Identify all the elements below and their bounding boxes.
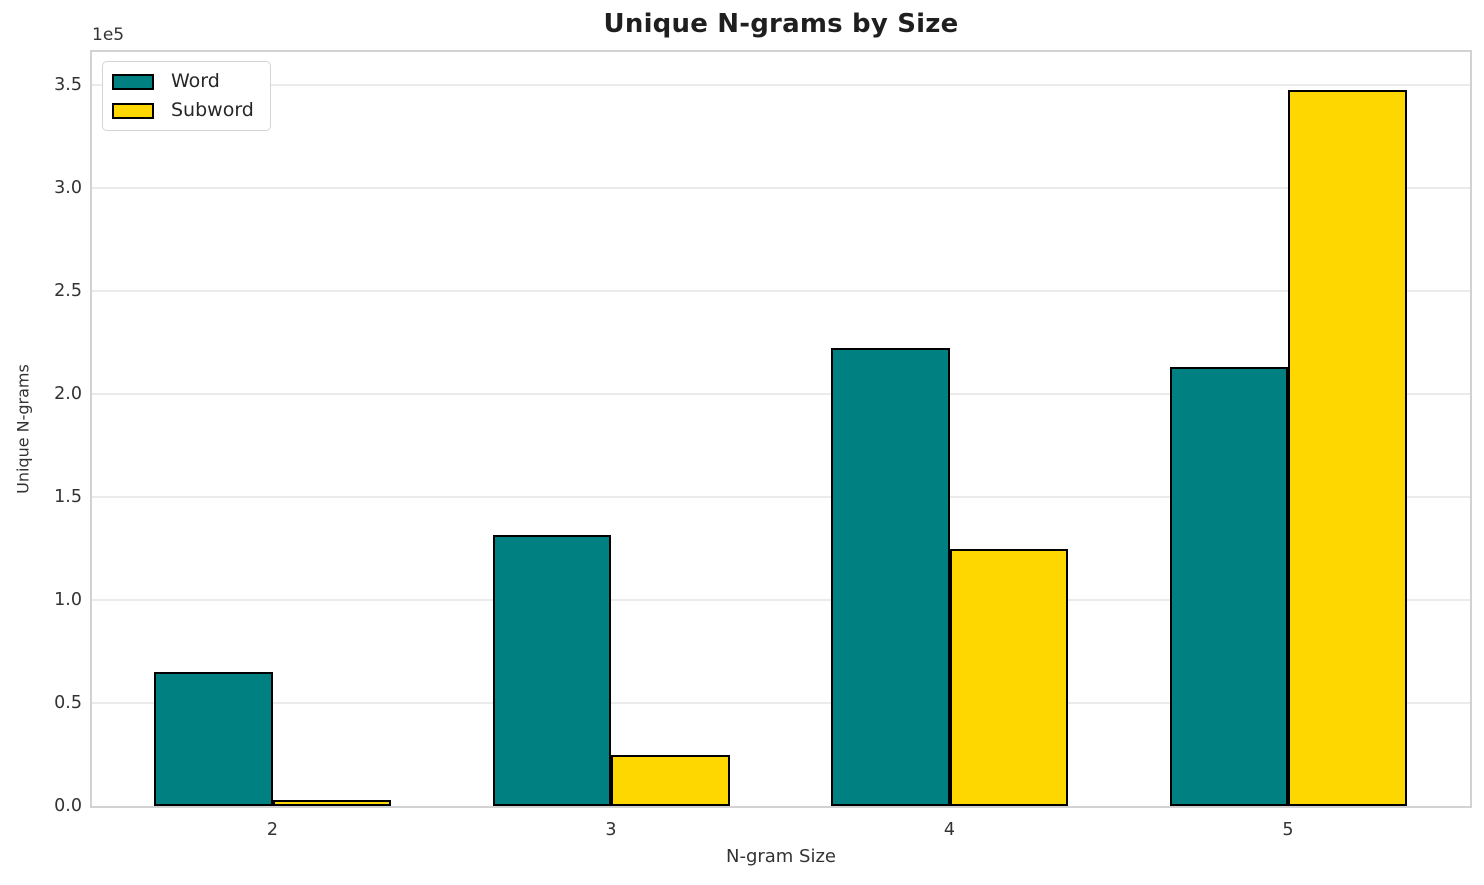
y-tick-label: 3.0	[54, 177, 82, 198]
plot-area: Word Subword	[90, 50, 1472, 808]
bar-word-3	[492, 535, 611, 806]
gridline	[92, 598, 1470, 601]
x-tick-label: 5	[1282, 820, 1294, 840]
gridline	[92, 701, 1470, 704]
legend-label: Word	[171, 70, 220, 92]
legend: Word Subword	[102, 61, 271, 131]
legend-label: Subword	[171, 99, 254, 121]
y-tick-label: 2.0	[54, 383, 82, 404]
legend-item-word: Word	[112, 71, 254, 92]
x-tick-label: 3	[605, 820, 617, 840]
y-tick-label: 2.5	[54, 280, 82, 301]
bar-subword-2	[272, 799, 391, 806]
y-tick-label: 3.5	[54, 74, 82, 95]
gridline	[92, 289, 1470, 292]
x-tick-label: 2	[266, 820, 279, 840]
bar-subword-5	[1288, 90, 1407, 806]
bar-word-5	[1169, 367, 1288, 806]
gridline	[92, 83, 1470, 86]
y-tick-label: 0.5	[54, 692, 82, 713]
gridline	[92, 186, 1470, 189]
bar-subword-3	[611, 754, 730, 806]
gridline	[92, 392, 1470, 395]
legend-swatch-subword	[112, 102, 154, 119]
x-axis-label: N-gram Size	[725, 846, 837, 867]
bar-word-2	[154, 672, 273, 806]
gridline	[92, 495, 1470, 498]
y-tick-label: 1.5	[54, 486, 82, 507]
bar-word-4	[831, 347, 950, 806]
y-axis-offset-text: 1e5	[92, 25, 125, 45]
bar-subword-4	[949, 548, 1068, 806]
chart-title: Unique N-grams by Size	[603, 9, 959, 39]
y-tick-label: 1.0	[54, 589, 82, 610]
legend-swatch-word	[112, 73, 154, 90]
x-tick-label: 4	[943, 820, 956, 840]
y-tick-label: 0.0	[54, 796, 82, 816]
legend-item-subword: Subword	[112, 100, 254, 121]
